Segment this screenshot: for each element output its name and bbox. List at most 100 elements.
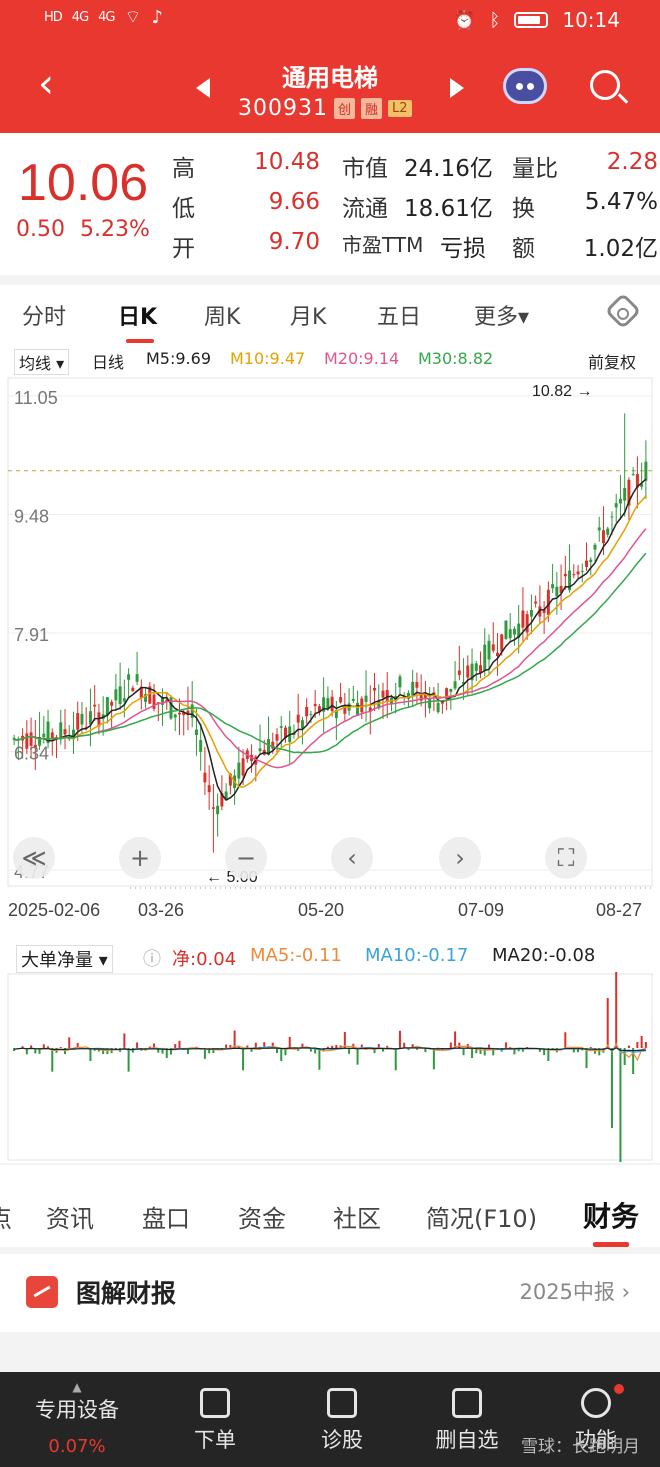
flow-bar — [644, 1041, 647, 1048]
chart-control-glyph: ‹ — [347, 844, 357, 872]
order-button[interactable]: 下单 — [185, 1388, 245, 1454]
turnover-value: 5.47% — [584, 189, 658, 215]
flow-bar — [407, 1048, 410, 1051]
candle-body — [169, 697, 173, 719]
prev-stock-icon[interactable] — [196, 78, 210, 98]
financial-report-row[interactable]: 图解财报 2025中报 › — [0, 1254, 660, 1332]
change-value: 0.50 — [16, 217, 65, 242]
candle — [152, 683, 156, 712]
candle-body — [546, 589, 550, 615]
back-icon[interactable]: ‹ — [38, 61, 54, 107]
candle-body — [228, 773, 232, 786]
candle-body — [144, 694, 148, 702]
candle-body — [623, 488, 627, 501]
candle-body — [462, 682, 466, 685]
help-icon[interactable]: ⓘ — [143, 949, 161, 970]
flow-bar — [432, 1048, 435, 1070]
tab-intraday[interactable]: 分时 — [22, 305, 67, 330]
tab-five-day[interactable]: 五日 — [377, 305, 422, 330]
candle — [508, 613, 512, 641]
candle-body — [538, 606, 542, 617]
candle — [593, 542, 597, 564]
tab-monthly-k[interactable]: 月K — [290, 305, 327, 330]
candle — [398, 674, 402, 696]
volratio-label: 量比 — [512, 156, 558, 182]
diagnose-button[interactable]: 诊股 — [312, 1388, 372, 1454]
chart-control-prev-icon: ‹ — [331, 837, 373, 879]
next-stock-icon[interactable] — [450, 78, 464, 98]
candle-body — [50, 732, 54, 739]
candle-body — [309, 714, 313, 716]
volratio-value: 2.28 — [606, 149, 658, 175]
flow-bar — [288, 1036, 291, 1048]
candle-body — [512, 628, 516, 635]
candle-body — [148, 686, 152, 704]
candlestick-chart[interactable]: 11.059.487.916.344.77 2025-02-0603-2605-… — [0, 374, 660, 934]
functions-button[interactable]: 功能 — [566, 1384, 626, 1454]
diagnose-icon — [327, 1388, 357, 1418]
flow-bar — [398, 1030, 401, 1048]
flow-bar — [136, 1042, 139, 1048]
tag-rong: 融 — [361, 98, 383, 119]
candle — [517, 604, 521, 654]
candle-body — [203, 772, 207, 783]
chart-control-bg — [13, 837, 55, 879]
adjust-mode[interactable]: 前复权 — [588, 353, 637, 372]
flow-bar — [47, 1046, 50, 1048]
functions-label: 功能 — [575, 1428, 617, 1452]
candle-body — [610, 516, 614, 518]
candle — [220, 775, 224, 811]
tab-weekly-k[interactable]: 周K — [204, 305, 241, 330]
candle — [326, 686, 330, 711]
tab-orderbook[interactable]: 盘口 — [142, 1205, 190, 1233]
flow-bar — [208, 1048, 211, 1054]
candle — [623, 413, 627, 517]
remove-watchlist-button[interactable]: 删自选 — [432, 1388, 502, 1454]
alarm-icon: ⏰ — [453, 9, 476, 31]
candle — [635, 456, 639, 509]
candle-body — [568, 570, 572, 591]
search-icon[interactable] — [590, 70, 620, 100]
candle-body — [161, 697, 165, 705]
robot-assistant-icon[interactable] — [503, 68, 547, 104]
flow-ma20: MA20:-0.08 — [492, 945, 596, 966]
flow-bar — [564, 1032, 567, 1048]
candle-body — [377, 700, 381, 709]
x-tick-label: 05-20 — [298, 900, 344, 920]
flow-ma-line-20 — [14, 1047, 646, 1052]
ma-selector[interactable]: 均线 ▾ — [14, 349, 70, 375]
flow-bar — [34, 1048, 37, 1054]
candle — [466, 655, 470, 696]
tab-profile[interactable]: 简况(F10) — [426, 1205, 538, 1233]
candle — [627, 477, 631, 520]
candle — [258, 724, 262, 754]
candle — [88, 688, 92, 747]
candle — [445, 687, 449, 711]
ma5-value: M5:9.69 — [146, 349, 211, 368]
flow-bar — [225, 1044, 228, 1048]
low-label: 低 — [172, 196, 195, 222]
sector-button[interactable]: ▲ 专用设备 0.07% — [22, 1380, 132, 1457]
tab-news[interactable]: 资讯 — [46, 1205, 94, 1233]
candle-body — [122, 698, 126, 702]
flow-bar — [76, 1043, 79, 1048]
flow-selector[interactable]: 大单净量 ▾ — [16, 945, 113, 973]
candle — [551, 564, 555, 594]
turnover-label: 换 — [512, 196, 535, 222]
tab-finance[interactable]: 财务 — [583, 1195, 639, 1247]
tab-partial[interactable]: 点 — [0, 1199, 12, 1234]
tab-more[interactable]: 更多▾ — [474, 305, 530, 330]
candle — [177, 698, 181, 735]
candle-body — [258, 748, 262, 751]
candle — [347, 688, 351, 716]
candle — [576, 564, 580, 579]
candle — [568, 544, 572, 593]
flow-bar — [343, 1032, 346, 1048]
candle — [640, 462, 644, 490]
tab-community[interactable]: 社区 — [333, 1205, 381, 1233]
flow-bar — [314, 1048, 317, 1054]
x-tick-label: 2025-02-06 — [8, 900, 100, 920]
candle-body — [88, 711, 92, 725]
tab-daily-k[interactable]: 日K — [118, 299, 157, 343]
tab-fund[interactable]: 资金 — [238, 1205, 286, 1233]
